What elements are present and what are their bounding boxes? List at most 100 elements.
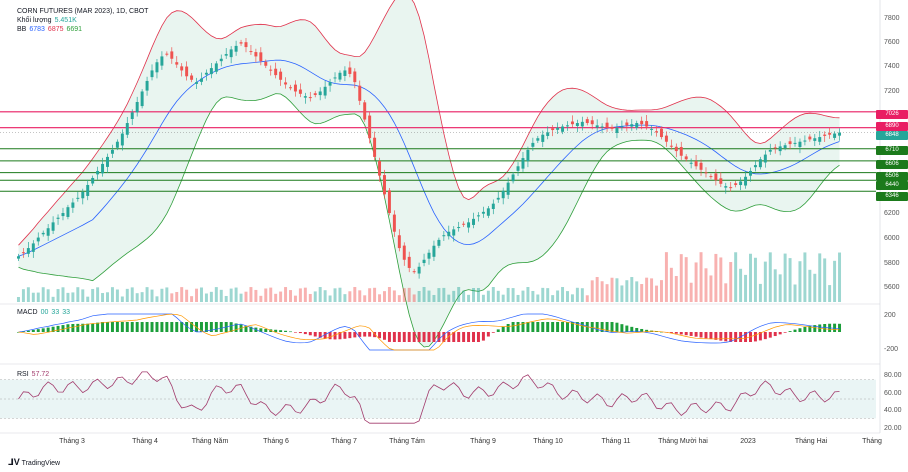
macd-value-2: 33 bbox=[51, 309, 60, 316]
macd-histogram-bar bbox=[551, 322, 555, 332]
volume-bar bbox=[506, 287, 510, 302]
candle-body bbox=[566, 125, 569, 127]
volume-bar bbox=[793, 284, 797, 302]
volume-bar bbox=[753, 257, 757, 302]
macd-histogram-bar bbox=[46, 327, 50, 332]
candle-body bbox=[106, 156, 109, 167]
volume-bar bbox=[185, 289, 189, 302]
macd-histogram-bar bbox=[432, 332, 436, 342]
macd-histogram-bar bbox=[397, 332, 401, 342]
macd-histogram-bar bbox=[343, 332, 347, 339]
candle-body bbox=[224, 54, 228, 56]
macd-histogram-bar bbox=[140, 322, 144, 332]
macd-histogram-bar bbox=[511, 322, 515, 332]
candle-body bbox=[437, 239, 441, 246]
candle-body bbox=[610, 126, 614, 129]
volume-bar bbox=[308, 293, 312, 302]
volume-bar bbox=[595, 277, 599, 302]
volume-bar bbox=[120, 296, 124, 302]
candle-body bbox=[407, 256, 411, 268]
volume-bar bbox=[590, 280, 594, 302]
volume-bar bbox=[763, 261, 767, 302]
macd-histogram-bar bbox=[61, 325, 65, 332]
macd-histogram-bar bbox=[249, 326, 253, 332]
candle-body bbox=[669, 145, 673, 147]
macd-histogram-bar bbox=[110, 322, 114, 332]
macd-histogram-bar bbox=[313, 332, 317, 337]
macd-histogram-bar bbox=[605, 322, 609, 332]
macd-histogram-bar bbox=[457, 332, 461, 342]
candle-body bbox=[486, 208, 490, 216]
macd-histogram-bar bbox=[76, 323, 80, 332]
macd-histogram-bar bbox=[447, 332, 451, 342]
candle-body bbox=[808, 136, 812, 140]
volume-bar bbox=[457, 287, 461, 302]
macd-histogram-bar bbox=[566, 322, 569, 332]
macd-histogram-bar bbox=[699, 332, 703, 338]
volume-bar bbox=[833, 260, 837, 302]
macd-histogram-bar bbox=[293, 332, 297, 333]
volume-bar bbox=[664, 252, 668, 302]
candle-body bbox=[239, 42, 243, 44]
volume-bar bbox=[195, 288, 199, 302]
volume-bar bbox=[31, 292, 35, 302]
candle-body bbox=[298, 89, 302, 94]
price-tag-6506: 6506 bbox=[876, 172, 908, 181]
candle-body bbox=[219, 58, 223, 62]
candle-body bbox=[595, 125, 599, 128]
macd-histogram-bar bbox=[472, 332, 475, 342]
volume-bar bbox=[106, 292, 109, 302]
macd-histogram-bar bbox=[600, 322, 604, 332]
candle-body bbox=[526, 149, 530, 162]
volume-bar bbox=[536, 294, 540, 302]
candle-body bbox=[234, 45, 238, 52]
macd-histogram-bar bbox=[135, 322, 139, 332]
macd-histogram-bar bbox=[744, 332, 748, 342]
candle-body bbox=[313, 93, 317, 95]
macd-histogram-bar bbox=[125, 322, 129, 332]
candle-body bbox=[496, 197, 500, 200]
macd-histogram-bar bbox=[823, 323, 827, 332]
macd-histogram-bar bbox=[363, 332, 367, 337]
volume-bar bbox=[51, 296, 55, 302]
volume-bar bbox=[476, 287, 480, 302]
volume-bar bbox=[442, 287, 446, 302]
price-tag-6346: 6346 bbox=[876, 192, 908, 201]
candle-body bbox=[664, 135, 668, 142]
macd-histogram-bar bbox=[170, 322, 174, 332]
macd-histogram-bar bbox=[793, 329, 797, 332]
volume-bar bbox=[704, 268, 708, 302]
volume-bar bbox=[516, 294, 520, 302]
macd-histogram-bar bbox=[625, 325, 629, 332]
volume-bar bbox=[56, 289, 60, 302]
volume-bar bbox=[526, 287, 530, 302]
volume-bar bbox=[467, 294, 471, 302]
candle-body bbox=[739, 181, 743, 186]
month-label: Tháng 6 bbox=[263, 438, 289, 445]
volume-bar bbox=[368, 288, 372, 302]
macd-histogram-bar bbox=[190, 322, 194, 332]
volume-bar bbox=[491, 287, 495, 302]
candle-body bbox=[778, 146, 782, 152]
tradingview-logo[interactable]: ⅃V TradingView bbox=[8, 457, 60, 468]
macd-histogram-bar bbox=[318, 332, 322, 338]
rsi-line bbox=[18, 371, 840, 424]
candle-body bbox=[452, 229, 456, 236]
bollinger-lower-line bbox=[18, 93, 840, 348]
month-label: Tháng 4 bbox=[132, 438, 158, 445]
bb-value-3: 6691 bbox=[66, 26, 83, 33]
candle-body bbox=[145, 80, 149, 91]
candle-body bbox=[442, 235, 446, 237]
macd-histogram-bar bbox=[798, 328, 802, 332]
volume-bar bbox=[348, 291, 352, 302]
volume-bar bbox=[254, 289, 258, 302]
volume-bar bbox=[298, 288, 302, 302]
candle-body bbox=[783, 145, 787, 148]
volume-bar bbox=[679, 254, 683, 302]
candle-body bbox=[66, 207, 70, 217]
volume-bar bbox=[551, 295, 555, 302]
candle-body bbox=[279, 71, 283, 80]
macd-histogram-bar bbox=[462, 332, 466, 342]
macd-histogram-bar bbox=[378, 332, 382, 339]
candle-body bbox=[348, 67, 352, 74]
